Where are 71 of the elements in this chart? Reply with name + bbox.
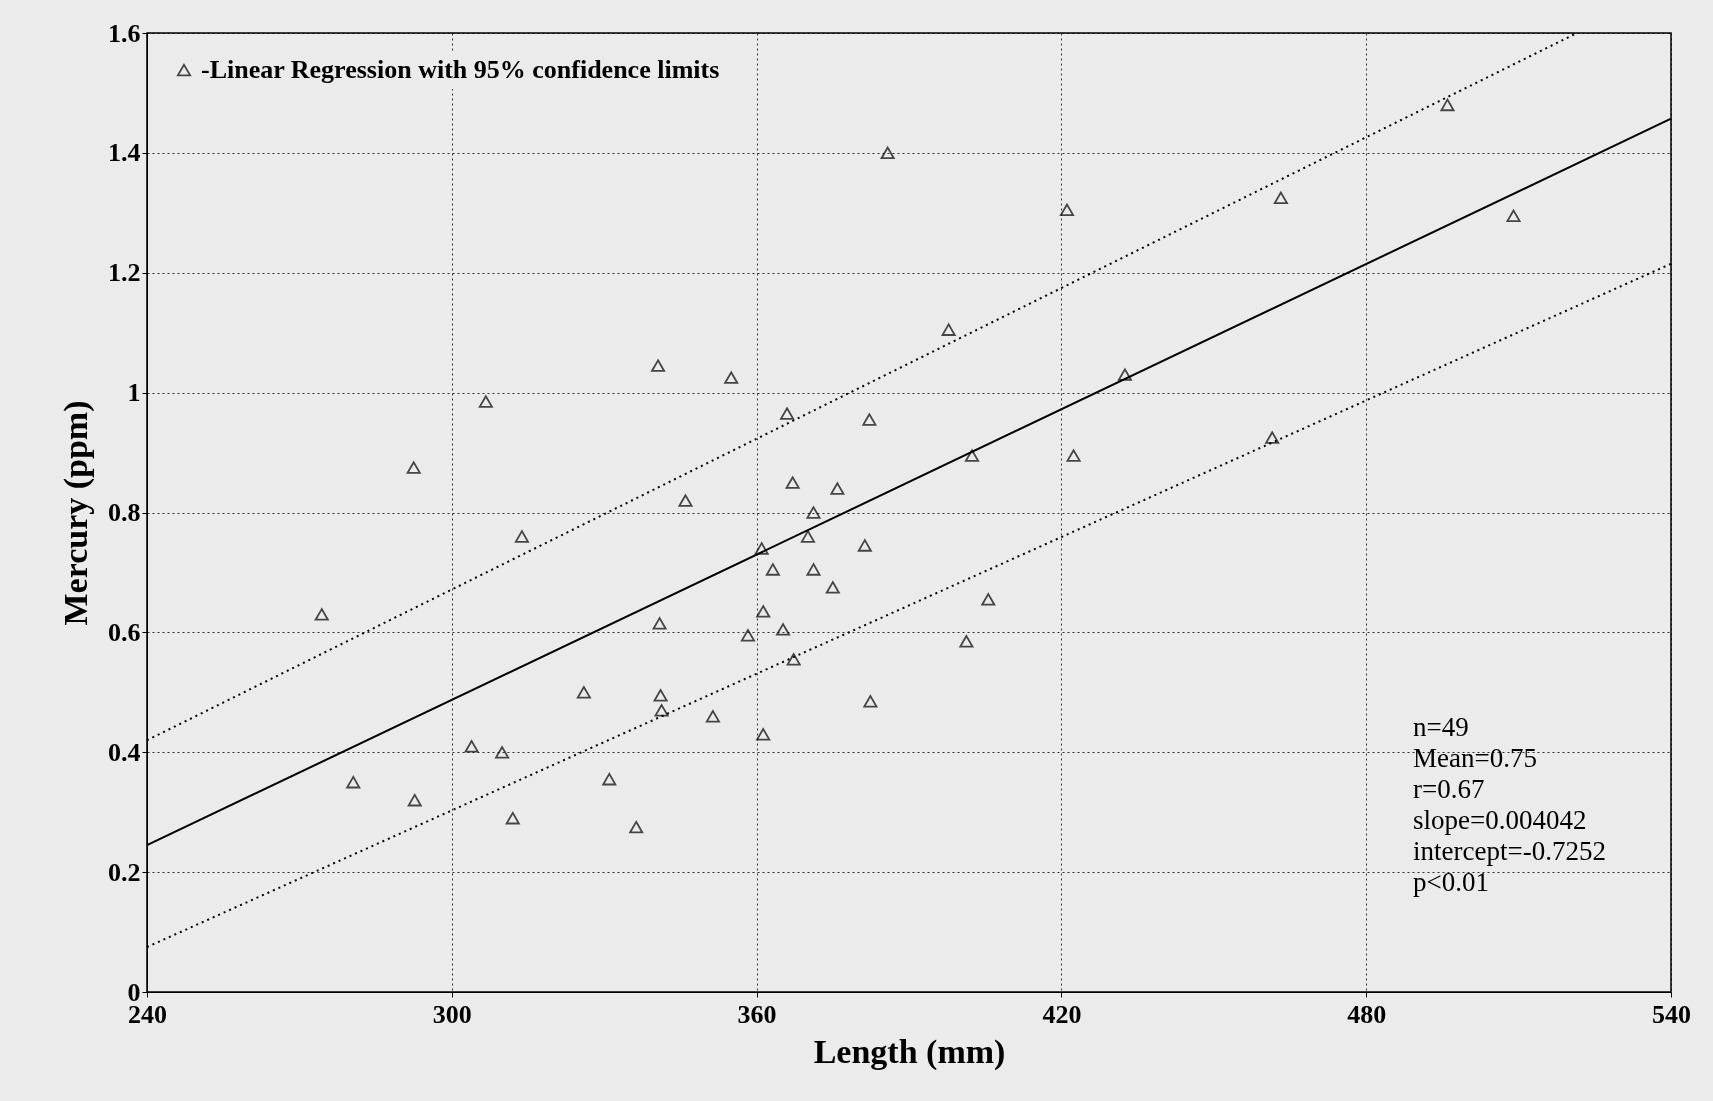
y-tick-label: 1.2 <box>108 258 141 288</box>
point <box>464 740 479 753</box>
point <box>825 581 840 594</box>
point <box>406 461 421 474</box>
point <box>346 776 361 789</box>
point <box>756 728 771 741</box>
point <box>652 617 667 630</box>
point <box>314 608 329 621</box>
point <box>495 746 510 759</box>
point <box>651 359 666 372</box>
point <box>800 530 815 543</box>
point <box>830 482 845 495</box>
y-axis-title: Mercury (ppm) <box>57 400 95 626</box>
y-tick-label: 0.2 <box>108 857 141 887</box>
annotation: p<0.01 <box>1413 867 1489 897</box>
point <box>1117 368 1132 381</box>
point <box>756 605 771 618</box>
point <box>576 686 591 699</box>
point <box>880 146 895 160</box>
point <box>959 635 974 648</box>
point <box>862 413 877 426</box>
point <box>964 449 980 462</box>
point <box>1059 203 1075 217</box>
point <box>724 371 739 384</box>
point <box>653 689 668 702</box>
y-tick-label: 0 <box>127 977 141 1007</box>
annotation: r=0.67 <box>1413 774 1485 804</box>
y-tick-label: 0.6 <box>108 617 141 647</box>
point <box>785 476 800 489</box>
point <box>1066 449 1081 462</box>
point <box>780 407 795 420</box>
point <box>514 530 529 543</box>
point <box>806 563 821 576</box>
x-tick-label: 420 <box>1042 999 1082 1029</box>
point <box>705 710 720 723</box>
x-tick-label: 540 <box>1652 999 1691 1029</box>
point <box>407 794 422 807</box>
point <box>806 506 821 519</box>
point <box>478 395 493 408</box>
legend-label: -Linear Regression with 95% confidence limits <box>201 55 720 84</box>
point <box>629 820 644 834</box>
point <box>786 653 801 666</box>
y-tick-label: 1.4 <box>108 138 141 168</box>
y-tick-label: 0.8 <box>108 498 141 527</box>
annotation: Mean=0.75 <box>1413 743 1537 773</box>
y-tick-label: 1.6 <box>108 18 141 48</box>
x-tick-label: 360 <box>737 999 777 1029</box>
point <box>1440 98 1455 112</box>
point <box>754 542 769 555</box>
point <box>857 539 872 552</box>
x-axis-title: Length (mm) <box>813 1032 1006 1071</box>
point <box>1273 191 1288 205</box>
annotation: n=49 <box>1413 712 1469 742</box>
point <box>602 773 617 786</box>
point <box>863 695 878 708</box>
y-tick-label: 1 <box>127 378 141 408</box>
point <box>678 494 693 507</box>
x-tick-label: 480 <box>1347 999 1387 1029</box>
point <box>505 811 520 825</box>
x-tick-label: 300 <box>432 999 472 1029</box>
point <box>765 563 780 576</box>
point <box>775 623 791 636</box>
y-tick-label: 0.4 <box>108 737 141 767</box>
point <box>981 593 996 606</box>
point <box>1506 209 1521 223</box>
point <box>740 629 755 642</box>
point <box>941 323 956 336</box>
annotation: intercept=-0.7252 <box>1413 836 1606 866</box>
point <box>654 704 669 717</box>
annotation: slope=0.004042 <box>1413 805 1587 835</box>
point <box>1265 431 1280 444</box>
